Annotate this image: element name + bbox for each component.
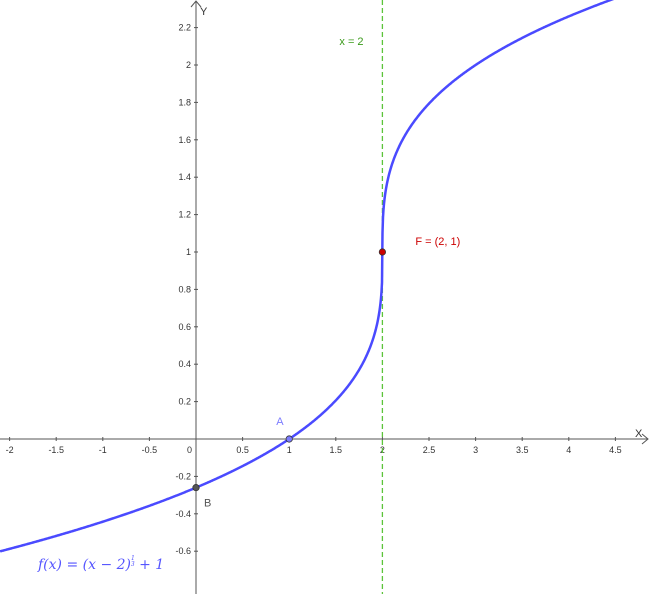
y-tick-label: -0.6 xyxy=(175,546,191,556)
function-curve-f[interactable] xyxy=(0,0,650,553)
point-marker[interactable] xyxy=(285,435,293,443)
point-F[interactable]: F = (2, 1) xyxy=(378,236,460,256)
x-axis-arrow-icon xyxy=(641,433,649,445)
y-tick-label: 1.8 xyxy=(178,97,191,107)
x-tick-label: 3.5 xyxy=(516,445,529,455)
x-tick-label: 2.5 xyxy=(423,445,436,455)
x-tick-label: 4.5 xyxy=(609,445,622,455)
y-tick-label: 0.2 xyxy=(178,397,191,407)
function-label-tail: + 1 xyxy=(135,557,165,573)
y-tick-label: 1.2 xyxy=(178,210,191,220)
y-tick-label: 0.8 xyxy=(178,284,191,294)
y-tick-label: 1 xyxy=(186,247,191,257)
y-tick-label: 0.4 xyxy=(178,359,191,369)
x-axis-label: X xyxy=(635,428,643,440)
function-label-main: f(x) = (x − 2) xyxy=(37,557,131,573)
point-marker[interactable] xyxy=(192,484,200,492)
x-tick-label: 3 xyxy=(473,445,478,455)
asymptote-label: x = 2 xyxy=(339,36,363,48)
y-tick-label: 0.6 xyxy=(178,322,191,332)
point-label: F = (2, 1) xyxy=(415,236,460,248)
y-tick-label: -0.2 xyxy=(175,471,191,481)
exponent-denominator: 3 xyxy=(131,561,135,568)
y-tick-label: 2.2 xyxy=(178,23,191,33)
x-tick-label: 0.5 xyxy=(236,445,249,455)
point-B[interactable]: B xyxy=(192,484,212,510)
function-label: f(x) = (x − 2)1 3 + 1 xyxy=(37,555,164,573)
origin-label: 0 xyxy=(187,445,192,455)
x-tick-label: -1 xyxy=(99,445,107,455)
point-label: A xyxy=(276,416,284,428)
point-A[interactable]: A xyxy=(276,416,293,443)
y-axis-label: Y xyxy=(200,6,208,18)
y-tick-label: 1.6 xyxy=(178,135,191,145)
x-tick-label: -0.5 xyxy=(142,445,158,455)
y-tick-label: 2 xyxy=(186,60,191,70)
point-marker[interactable] xyxy=(378,248,386,256)
y-axis-arrow-icon xyxy=(190,0,202,8)
x-tick-label: -2 xyxy=(6,445,14,455)
x-tick-label: -1.5 xyxy=(48,445,64,455)
y-tick-label: 1.4 xyxy=(178,172,191,182)
exponent-numerator: 1 xyxy=(131,555,135,562)
x-tick-label: 4 xyxy=(566,445,571,455)
y-tick-label: -0.4 xyxy=(175,509,191,519)
x-tick-label: 1.5 xyxy=(330,445,343,455)
point-label: B xyxy=(204,498,211,510)
x-tick-label: 1 xyxy=(287,445,292,455)
